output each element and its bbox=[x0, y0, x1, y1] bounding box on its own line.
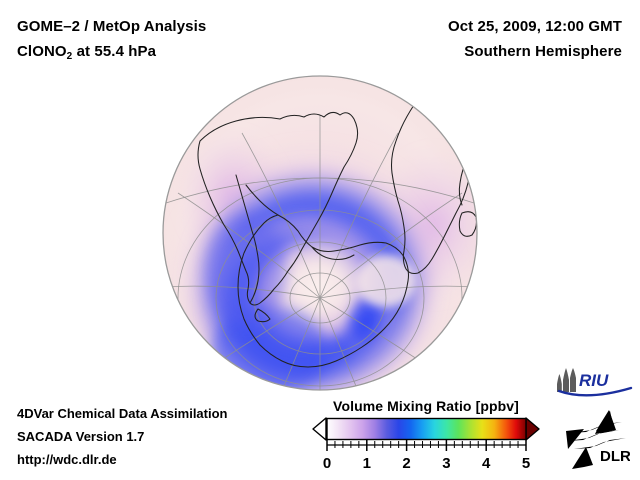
dlr-wordmark: DLR bbox=[600, 448, 630, 465]
species-subscript: 2 bbox=[66, 51, 73, 62]
version-label: SACADA Version 1.7 bbox=[17, 429, 145, 444]
riu-spires-icon bbox=[557, 368, 576, 392]
timestamp-label: Oct 25, 2009, 12:00 GMT bbox=[447, 18, 622, 35]
method-label: 4DVar Chemical Data Assimilation bbox=[17, 406, 228, 421]
dlr-logo: DLR bbox=[566, 410, 630, 469]
header-left: GOME–2 / MetOp Analysis ClONO2 at 55.4 h… bbox=[17, 14, 206, 69]
dlr-mark-icon bbox=[566, 410, 626, 469]
source-url-label[interactable]: http://wdc.dlr.de bbox=[17, 452, 117, 467]
riu-wordmark: RIU bbox=[579, 371, 609, 390]
coast-madagascar bbox=[458, 211, 477, 237]
colorbar-tick-label: 3 bbox=[442, 455, 450, 472]
globe-limb bbox=[162, 75, 478, 391]
globe-data-field bbox=[163, 76, 477, 390]
pressure-level-label: at 55.4 hPa bbox=[72, 43, 157, 60]
coast-andes bbox=[235, 174, 260, 304]
footer-left: 4DVar Chemical Data Assimilation SACADA … bbox=[17, 402, 228, 471]
coast-south-america bbox=[197, 111, 359, 306]
colorbar-title: Volume Mixing Ratio [ppbv] bbox=[333, 398, 519, 414]
page-title: GOME–2 / MetOp Analysis bbox=[17, 18, 207, 35]
colorbar-left-cap bbox=[312, 417, 327, 441]
colorbar-minor-ticks bbox=[334, 441, 519, 448]
colorbar-major-ticks bbox=[326, 439, 527, 451]
colorbar-tick-label: 4 bbox=[482, 455, 491, 472]
globe-disc bbox=[162, 75, 478, 391]
coast-tierra-del-fuego bbox=[254, 308, 271, 323]
hemisphere-label: Southern Hemisphere bbox=[464, 43, 622, 60]
species-label: ClONO bbox=[17, 43, 67, 60]
riu-swoosh-icon bbox=[557, 386, 633, 397]
globe-svg bbox=[162, 75, 478, 391]
field-pale-pocket-east bbox=[356, 255, 416, 307]
page-subtitle: ClONO2 at 55.4 hPa bbox=[17, 39, 206, 69]
colorbar-tick-label: 0 bbox=[323, 455, 331, 472]
globe-map bbox=[162, 75, 478, 391]
colorbar-tick-labels: 0 1 2 3 4 5 bbox=[323, 455, 530, 472]
colorbar-tick-label: 1 bbox=[363, 455, 371, 472]
header-right: Oct 25, 2009, 12:00 GMT Southern Hemisph… bbox=[448, 14, 622, 64]
colorbar-tick-label: 2 bbox=[402, 455, 410, 472]
coast-south-island bbox=[216, 364, 239, 375]
colorbar-svg[interactable]: 0 1 2 3 4 5 bbox=[312, 417, 540, 475]
riu-logo: RIU bbox=[557, 368, 633, 397]
coast-australia-edge bbox=[461, 328, 477, 332]
colorbar-tick-label: 5 bbox=[522, 455, 530, 472]
colorbar: Volume Mixing Ratio [ppbv] bbox=[312, 398, 540, 475]
coast-antarctic-peninsula bbox=[245, 184, 279, 216]
coast-antarctica bbox=[237, 214, 410, 368]
coast-antarctica-shelf bbox=[311, 246, 355, 261]
colorbar-right-cap bbox=[525, 417, 540, 441]
colorbar-gradient bbox=[326, 417, 527, 441]
